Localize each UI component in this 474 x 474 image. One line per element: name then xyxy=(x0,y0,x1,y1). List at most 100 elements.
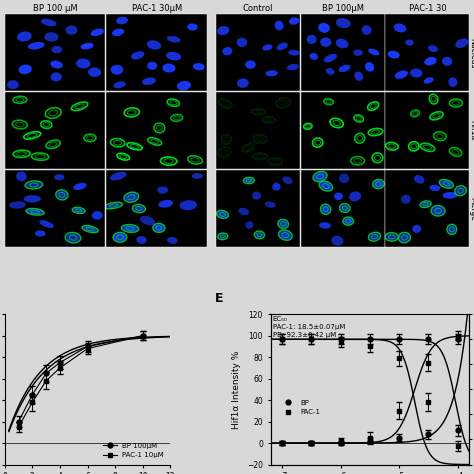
Ellipse shape xyxy=(28,42,45,50)
Ellipse shape xyxy=(288,50,300,55)
Ellipse shape xyxy=(76,59,91,68)
Ellipse shape xyxy=(277,43,288,50)
Ellipse shape xyxy=(336,38,348,48)
Ellipse shape xyxy=(26,181,42,189)
Ellipse shape xyxy=(39,220,54,228)
Ellipse shape xyxy=(440,180,453,188)
Ellipse shape xyxy=(187,23,198,31)
Ellipse shape xyxy=(147,40,161,50)
Ellipse shape xyxy=(278,219,288,228)
Ellipse shape xyxy=(41,19,56,26)
Ellipse shape xyxy=(65,26,78,35)
Legend: BP 100μM, PAC-1 10μM: BP 100μM, PAC-1 10μM xyxy=(100,440,167,461)
Ellipse shape xyxy=(428,45,438,52)
Ellipse shape xyxy=(192,173,203,179)
Ellipse shape xyxy=(124,192,138,202)
Title: BP 100 μM: BP 100 μM xyxy=(33,4,77,13)
Y-axis label: Merge: Merge xyxy=(469,197,474,220)
Ellipse shape xyxy=(167,36,181,43)
Y-axis label: Hif1α: Hif1α xyxy=(469,120,474,141)
Ellipse shape xyxy=(65,233,81,243)
Ellipse shape xyxy=(355,72,363,81)
Title: BP 100μM: BP 100μM xyxy=(322,4,364,13)
Ellipse shape xyxy=(385,233,398,241)
Ellipse shape xyxy=(339,173,349,183)
Ellipse shape xyxy=(455,186,466,195)
Ellipse shape xyxy=(424,77,434,84)
Legend: BP, PAC-1: BP, PAC-1 xyxy=(278,397,323,418)
Title: Control: Control xyxy=(243,4,273,13)
Ellipse shape xyxy=(45,32,58,42)
Y-axis label: Hif1α Intensity %: Hif1α Intensity % xyxy=(232,350,241,428)
Ellipse shape xyxy=(177,81,191,91)
Ellipse shape xyxy=(244,177,254,183)
Ellipse shape xyxy=(91,28,104,36)
Ellipse shape xyxy=(420,201,431,208)
Ellipse shape xyxy=(116,17,128,24)
Ellipse shape xyxy=(279,230,292,240)
Ellipse shape xyxy=(320,37,331,47)
Ellipse shape xyxy=(81,43,94,49)
Ellipse shape xyxy=(157,186,168,194)
Ellipse shape xyxy=(353,49,363,56)
Ellipse shape xyxy=(334,192,343,200)
Ellipse shape xyxy=(349,191,361,201)
Ellipse shape xyxy=(245,221,254,229)
Ellipse shape xyxy=(112,28,124,36)
Ellipse shape xyxy=(262,44,273,51)
Ellipse shape xyxy=(180,200,197,210)
Ellipse shape xyxy=(447,225,456,234)
Ellipse shape xyxy=(319,222,331,229)
Ellipse shape xyxy=(321,204,330,214)
Ellipse shape xyxy=(50,61,63,68)
Y-axis label: Nucleus: Nucleus xyxy=(469,37,474,68)
Ellipse shape xyxy=(289,18,299,25)
Ellipse shape xyxy=(252,191,261,200)
Text: E: E xyxy=(215,292,223,305)
Ellipse shape xyxy=(140,216,155,225)
Ellipse shape xyxy=(388,51,400,58)
Ellipse shape xyxy=(147,62,157,70)
Ellipse shape xyxy=(137,236,147,244)
Ellipse shape xyxy=(166,52,181,61)
Ellipse shape xyxy=(429,185,440,191)
Ellipse shape xyxy=(110,65,123,75)
Ellipse shape xyxy=(340,204,350,212)
Ellipse shape xyxy=(373,180,384,189)
Ellipse shape xyxy=(17,31,32,42)
Ellipse shape xyxy=(307,35,317,44)
Ellipse shape xyxy=(338,64,350,72)
Ellipse shape xyxy=(282,176,292,184)
Ellipse shape xyxy=(265,70,278,76)
Ellipse shape xyxy=(82,226,98,233)
Ellipse shape xyxy=(287,64,299,70)
Ellipse shape xyxy=(142,77,156,85)
Ellipse shape xyxy=(193,63,205,70)
Ellipse shape xyxy=(217,210,228,218)
Ellipse shape xyxy=(245,60,256,69)
Ellipse shape xyxy=(92,211,103,219)
Ellipse shape xyxy=(158,200,173,208)
Ellipse shape xyxy=(7,80,19,89)
Ellipse shape xyxy=(424,57,437,65)
Text: EC₅₀
PAC-1: 18.5±0.07μM
PB: 92.3±0.42 μM: EC₅₀ PAC-1: 18.5±0.07μM PB: 92.3±0.42 μM xyxy=(273,316,345,338)
Ellipse shape xyxy=(318,23,330,33)
Ellipse shape xyxy=(238,208,249,215)
Ellipse shape xyxy=(324,54,337,63)
Ellipse shape xyxy=(163,64,175,73)
Ellipse shape xyxy=(310,53,318,60)
Ellipse shape xyxy=(27,209,44,215)
Ellipse shape xyxy=(414,175,425,183)
Ellipse shape xyxy=(274,21,283,30)
Ellipse shape xyxy=(272,182,281,191)
Ellipse shape xyxy=(113,82,126,88)
Ellipse shape xyxy=(9,201,26,209)
Ellipse shape xyxy=(88,67,101,77)
Ellipse shape xyxy=(401,194,411,204)
Ellipse shape xyxy=(265,201,276,208)
Ellipse shape xyxy=(405,39,414,46)
Ellipse shape xyxy=(399,233,410,243)
Ellipse shape xyxy=(51,46,62,54)
Ellipse shape xyxy=(331,236,344,246)
Ellipse shape xyxy=(73,183,87,190)
